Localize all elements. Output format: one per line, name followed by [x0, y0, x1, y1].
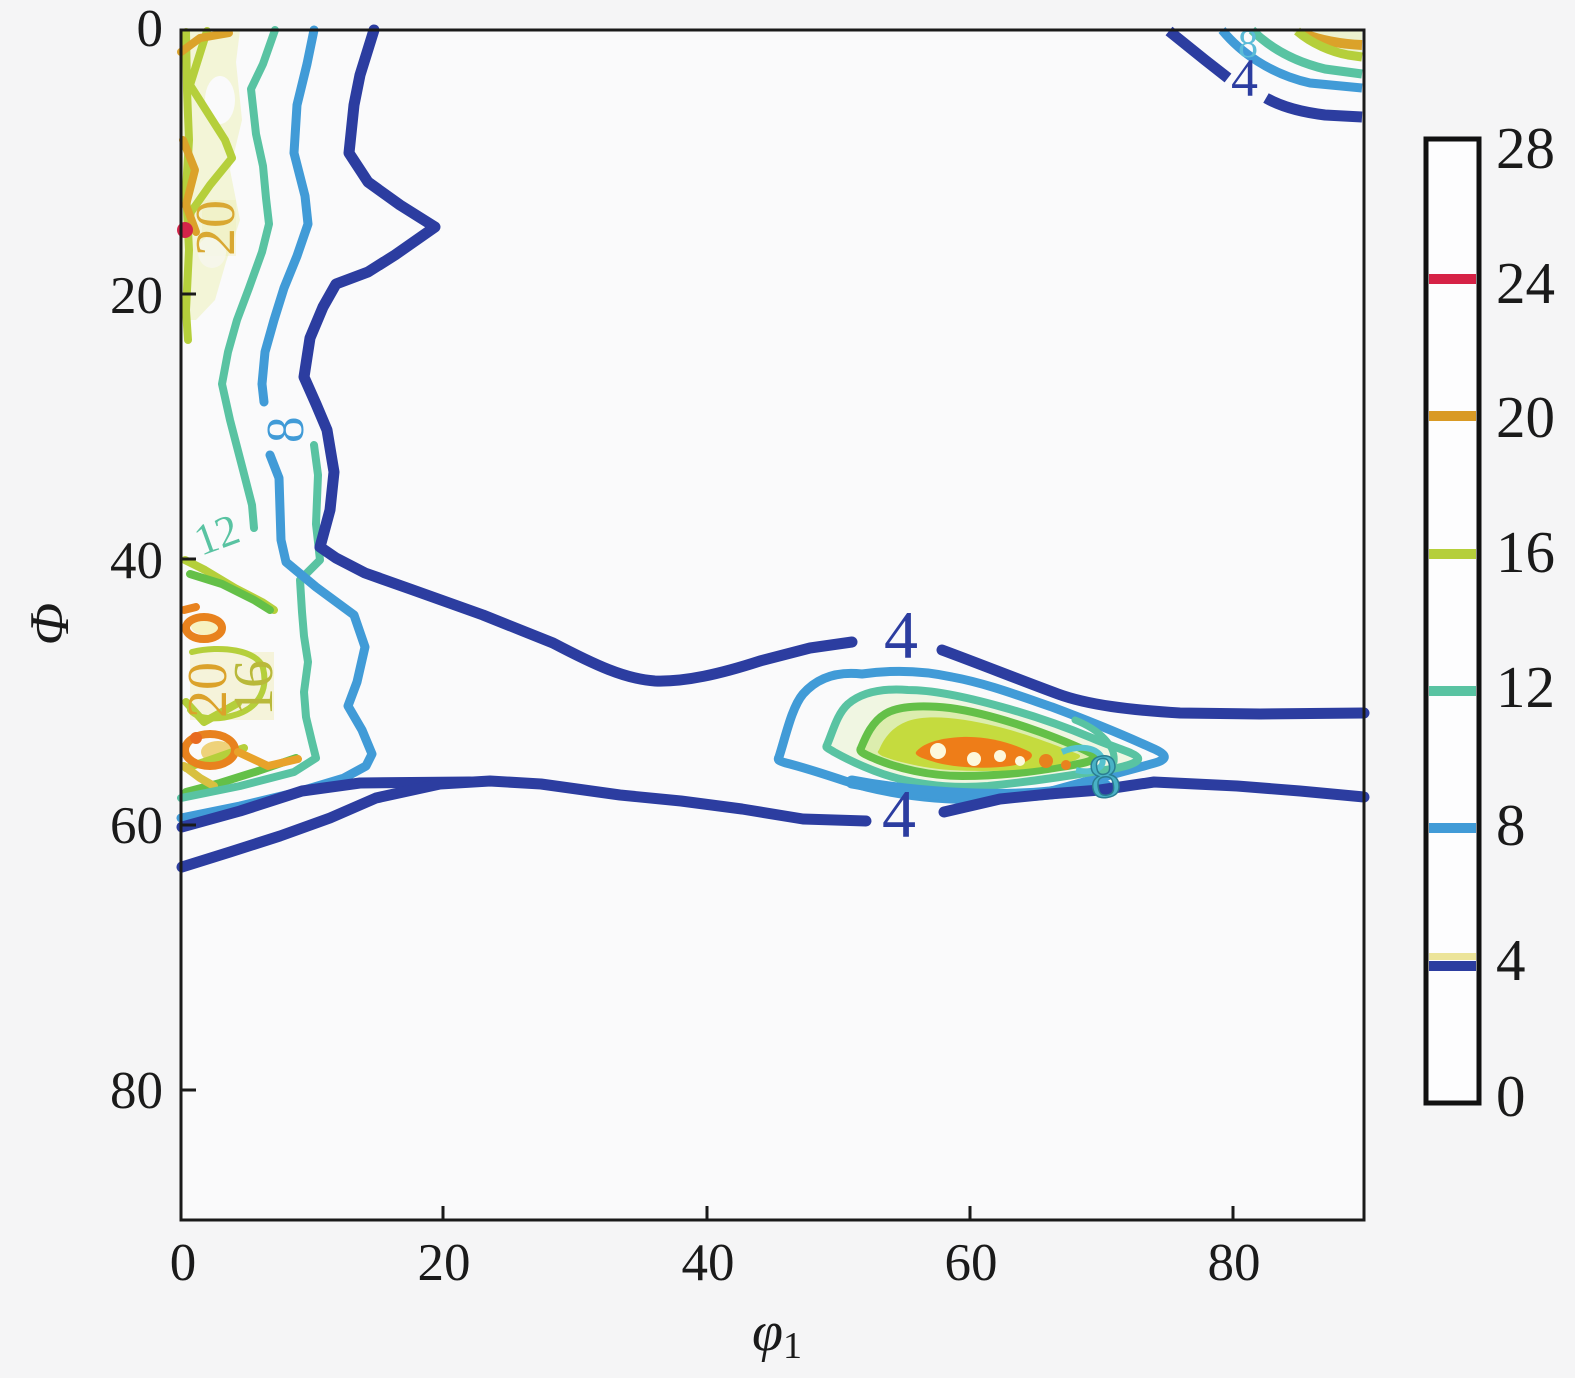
- svg-text:12: 12: [1496, 654, 1555, 720]
- svg-text:Φ: Φ: [19, 603, 81, 646]
- svg-text:16: 16: [223, 660, 285, 716]
- svg-text:60: 60: [945, 1234, 998, 1292]
- svg-text:8: 8: [257, 417, 315, 444]
- svg-text:16: 16: [1496, 519, 1555, 585]
- svg-text:60: 60: [110, 797, 163, 855]
- svg-text:20: 20: [185, 200, 247, 256]
- svg-text:8: 8: [1084, 741, 1124, 813]
- svg-text:20: 20: [177, 662, 239, 718]
- svg-text:80: 80: [110, 1062, 163, 1120]
- svg-text:1: 1: [783, 1325, 802, 1367]
- svg-text:0: 0: [137, 0, 164, 58]
- svg-text:40: 40: [110, 532, 163, 590]
- svg-text:28: 28: [1496, 115, 1555, 181]
- svg-text:20: 20: [1496, 384, 1555, 450]
- svg-text:8: 8: [1238, 21, 1258, 66]
- svg-text:4: 4: [1231, 48, 1258, 108]
- svg-text:4: 4: [884, 597, 918, 673]
- svg-text:40: 40: [682, 1234, 735, 1292]
- svg-text:8: 8: [1496, 792, 1526, 858]
- svg-text:4: 4: [882, 776, 916, 852]
- svg-text:φ: φ: [752, 1301, 783, 1363]
- svg-text:20: 20: [418, 1234, 471, 1292]
- svg-text:80: 80: [1208, 1234, 1261, 1292]
- svg-text:4: 4: [1496, 927, 1526, 993]
- svg-text:20: 20: [110, 267, 163, 325]
- svg-text:24: 24: [1496, 250, 1555, 316]
- svg-text:0: 0: [1496, 1063, 1526, 1129]
- svg-text:0: 0: [170, 1234, 197, 1292]
